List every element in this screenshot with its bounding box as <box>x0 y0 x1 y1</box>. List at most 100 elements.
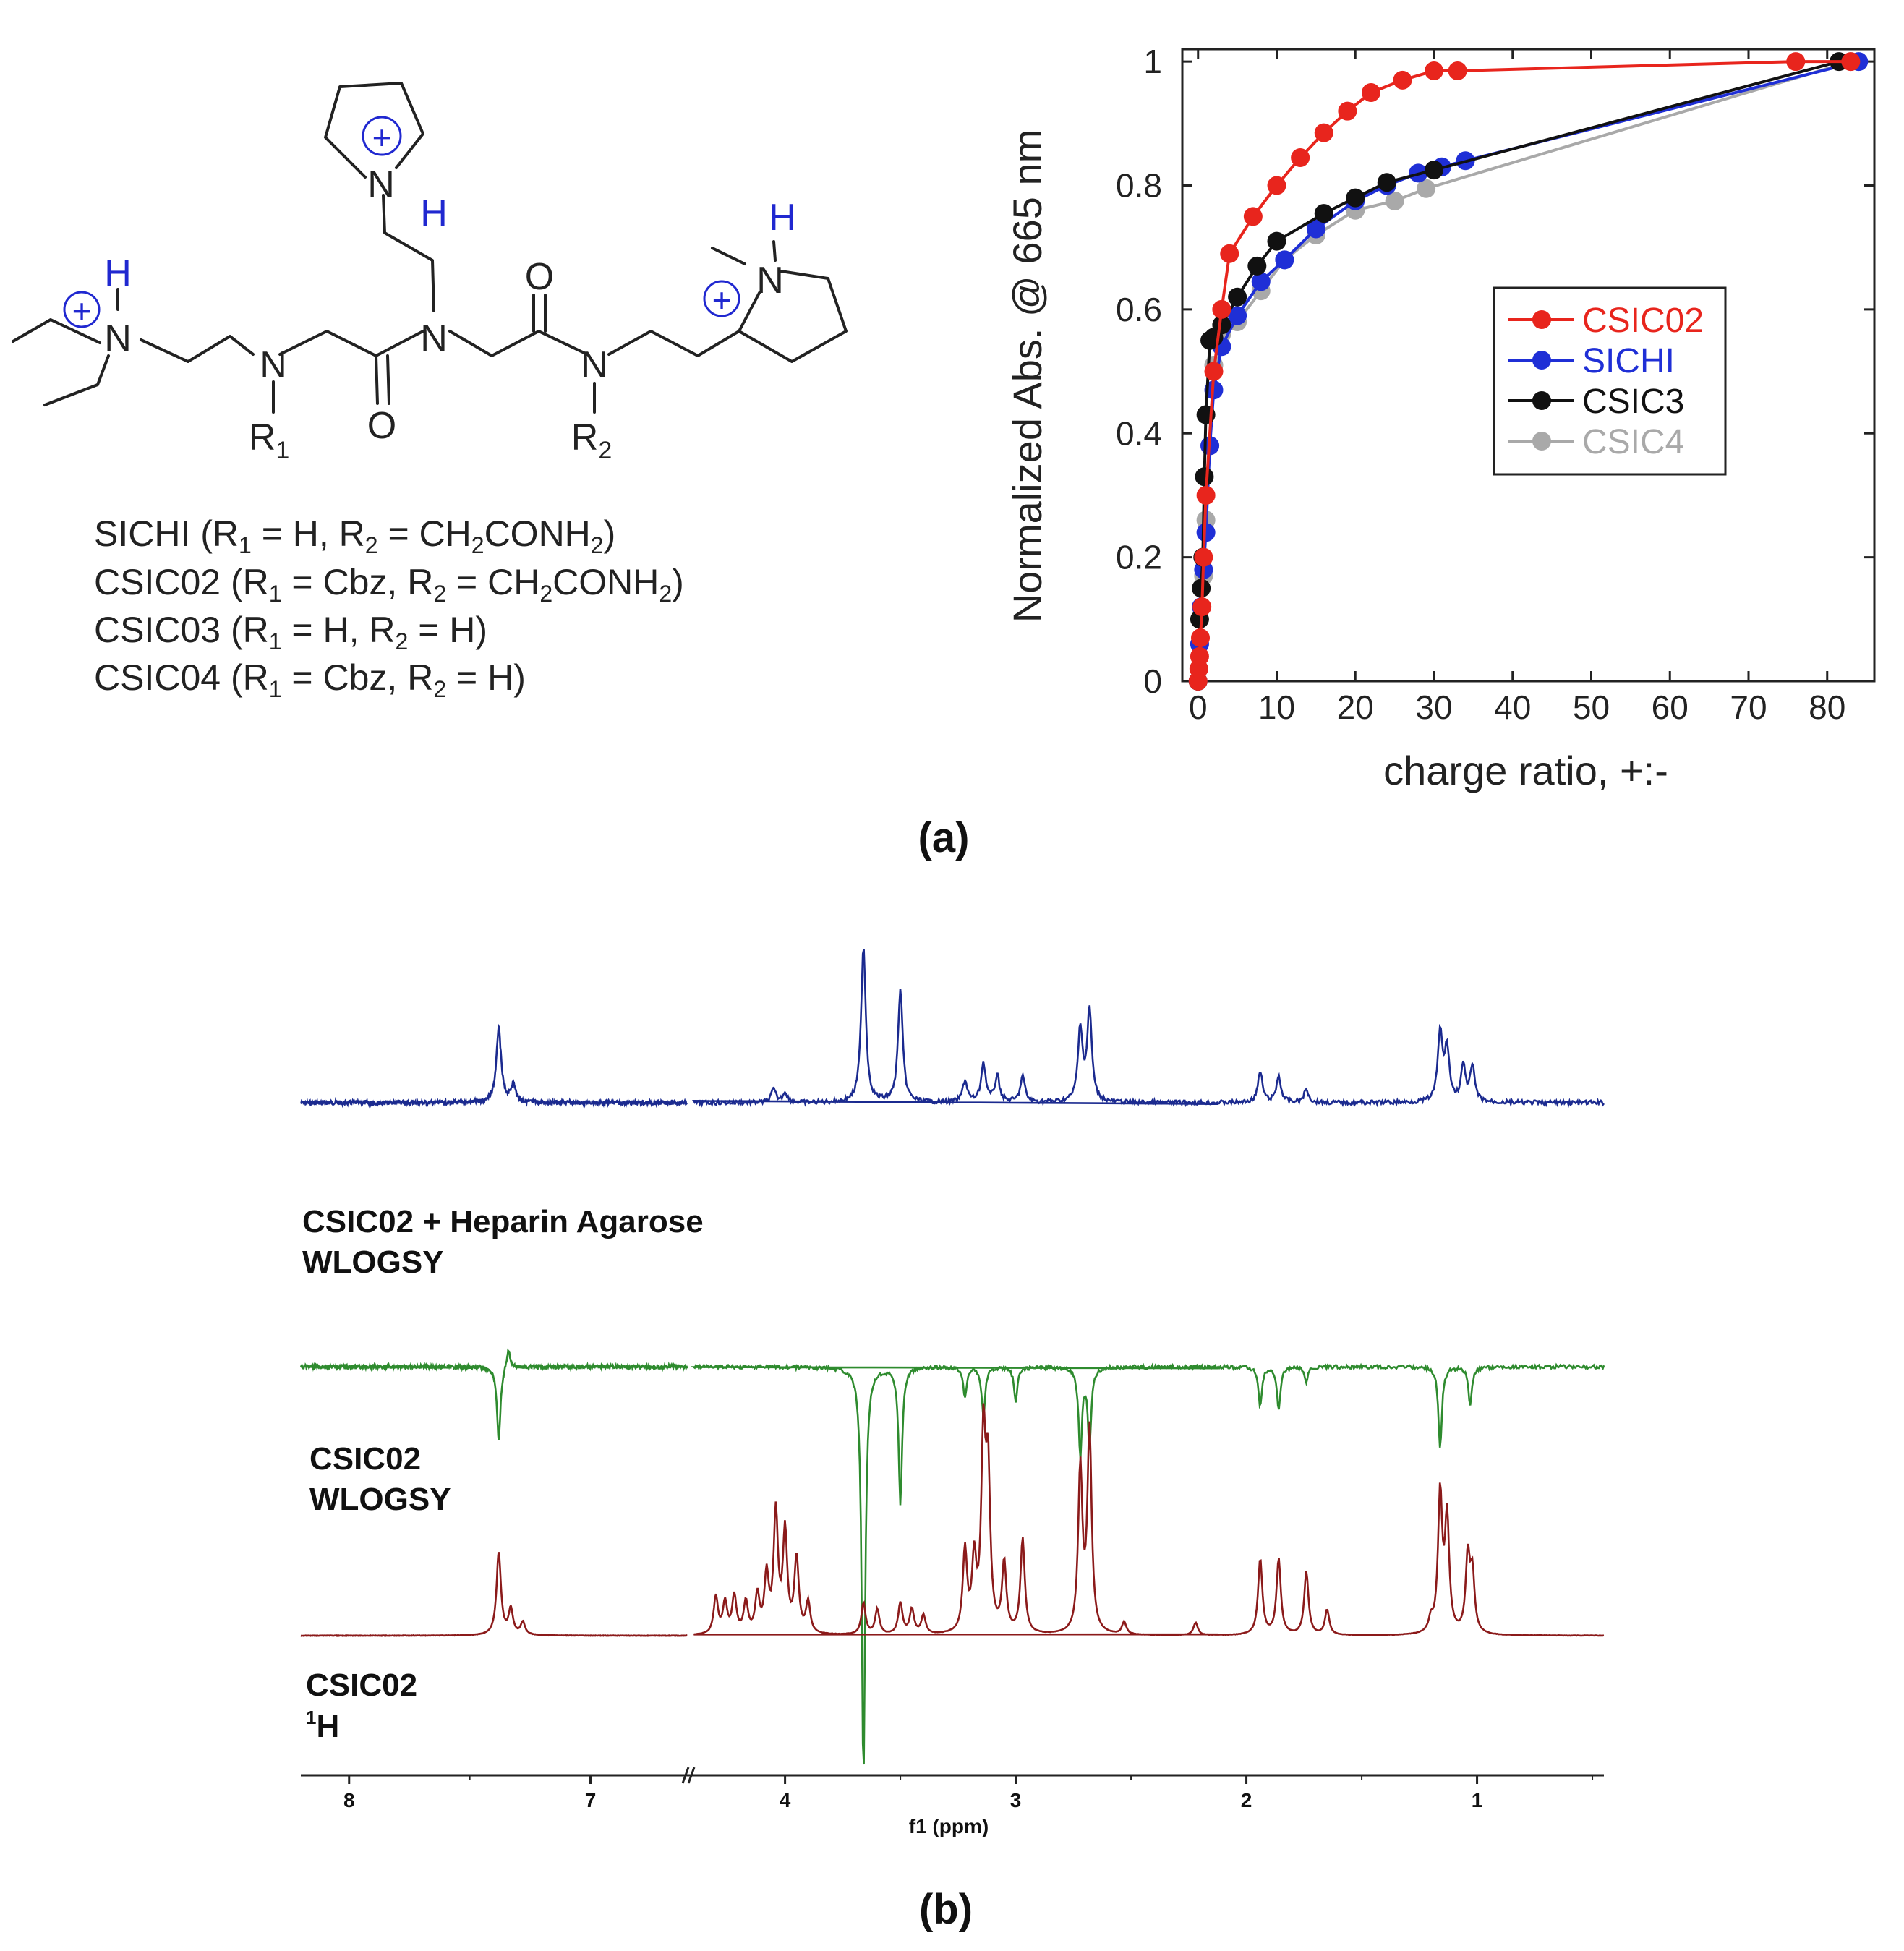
spectrum-label-1h: CSIC02 <box>306 1668 417 1703</box>
x-axis-label: charge ratio, +:- <box>1383 748 1668 793</box>
ppm-tick-label: 4 <box>780 1789 791 1811</box>
bond <box>375 354 390 405</box>
y-tick-label: 0.8 <box>1116 167 1162 205</box>
atom-r: R2 <box>571 417 612 464</box>
spectrum-trace <box>300 949 1605 1109</box>
data-point <box>1191 628 1211 648</box>
data-point <box>1192 597 1212 617</box>
ppm-tick-label: 7 <box>585 1789 597 1811</box>
y-tick-label: 0.6 <box>1116 291 1162 328</box>
atom-n: N <box>260 344 287 386</box>
ppm-tick-label: 8 <box>343 1789 355 1811</box>
panel-label-a: (a) <box>918 814 970 861</box>
nmr-spectra: 8 7 4 3 2 1 <box>299 949 1605 1811</box>
charge-circle <box>63 291 101 328</box>
spectrum-line <box>691 1362 1605 1765</box>
data-point <box>1841 52 1861 72</box>
axis-break-mark <box>681 1767 696 1784</box>
bond <box>448 330 589 357</box>
data-point <box>1425 61 1443 80</box>
legend-label: CSIC3 <box>1582 383 1684 421</box>
legend-label: CSIC02 <box>1582 302 1704 340</box>
legend-label: SICHI <box>1582 342 1675 380</box>
charge-circle <box>362 116 402 156</box>
data-point <box>1393 70 1412 90</box>
data-point <box>1267 176 1286 195</box>
data-point <box>1195 467 1214 487</box>
atom-n: N <box>420 317 448 359</box>
compound-list: SICHI (R1 = H, R2 = CH2CONH2) CSIC02 (R1… <box>94 513 684 702</box>
y-tick-label: 0.4 <box>1116 414 1162 452</box>
x-tick-label: 20 <box>1337 688 1374 726</box>
bond <box>711 247 746 265</box>
ppm-tick-label: 2 <box>1241 1789 1252 1811</box>
data-point <box>1204 362 1224 381</box>
data-point <box>1786 52 1806 72</box>
atom-n: N <box>367 163 395 205</box>
spectrum-line <box>692 949 1605 1109</box>
bond <box>324 82 424 179</box>
compound-csic03: CSIC03 (R1 = H, R2 = H) <box>94 610 487 654</box>
axes: 0 10 20 30 40 50 60 70 80 0 0.2 0.4 0.6 0.8 1 <box>1116 43 1876 726</box>
spectrum-line <box>299 1348 688 1440</box>
spectrum-label-heparin: CSIC02 + Heparin Agarose <box>302 1204 704 1239</box>
data-point <box>1346 188 1365 208</box>
data-point <box>1448 61 1467 80</box>
data-point <box>1385 191 1404 210</box>
legend-marker <box>1532 432 1551 451</box>
data-point <box>1314 123 1333 142</box>
bond <box>382 194 435 312</box>
atom-h: H <box>104 252 132 294</box>
spectrum-label-heparin-wlogsy: WLOGSY <box>302 1245 444 1280</box>
ppm-tick-label: 3 <box>1010 1789 1022 1811</box>
data-point <box>1338 101 1357 121</box>
data-point <box>1247 256 1267 276</box>
ppm-axis: 8 7 4 3 2 1 <box>301 1767 1604 1811</box>
y-axis-label: Normalized Abs. @ 665 nm <box>1004 129 1050 623</box>
structure-atoms: + + + N H N R1 O N N H O N R2 N H <box>72 119 796 464</box>
y-tick-label: 0 <box>1143 662 1162 700</box>
x-tick-label: 60 <box>1652 688 1689 726</box>
data-point <box>1291 148 1310 167</box>
spectrum-line <box>693 1403 1605 1637</box>
atom-o: O <box>525 256 554 298</box>
data-point <box>1228 287 1247 307</box>
spectrum-line <box>300 1551 688 1637</box>
atom-r: R1 <box>249 417 289 464</box>
data-point <box>1267 231 1286 251</box>
spectrum-trace <box>299 1348 1605 1765</box>
plus-sign: + <box>372 119 392 156</box>
x-tick-label: 80 <box>1809 688 1845 726</box>
ppm-tick-label: 1 <box>1472 1789 1483 1811</box>
atom-o: O <box>367 405 396 447</box>
atom-h: H <box>769 197 796 239</box>
bond <box>12 318 101 344</box>
ppm-axis-label: f1 (ppm) <box>909 1815 989 1837</box>
series-csic02 <box>1188 52 1861 691</box>
data-point <box>1314 204 1333 223</box>
bond <box>738 270 848 363</box>
compound-csic02: CSIC02 (R1 = Cbz, R2 = CH2CONH2) <box>94 562 684 607</box>
compound-sichi: SICHI (R1 = H, R2 = CH2CONH2) <box>94 513 615 558</box>
bond <box>607 330 740 357</box>
data-point <box>1194 547 1213 567</box>
legend-marker <box>1532 351 1551 370</box>
legend-label: CSIC4 <box>1582 423 1684 461</box>
data-point <box>1306 219 1325 239</box>
series-group <box>1188 52 1869 691</box>
x-tick-label: 50 <box>1573 688 1610 726</box>
y-tick-label: 1 <box>1143 43 1162 80</box>
legend-marker <box>1532 391 1551 410</box>
data-point <box>1243 207 1263 226</box>
plus-sign: + <box>72 292 92 330</box>
spectra-traces <box>299 949 1605 1765</box>
bond <box>532 294 547 333</box>
bond <box>43 354 110 406</box>
y-tick-label: 0.2 <box>1116 539 1162 576</box>
data-point <box>1275 250 1294 270</box>
data-point <box>1251 272 1271 291</box>
atom-n: N <box>581 344 608 386</box>
data-point <box>1220 244 1239 263</box>
